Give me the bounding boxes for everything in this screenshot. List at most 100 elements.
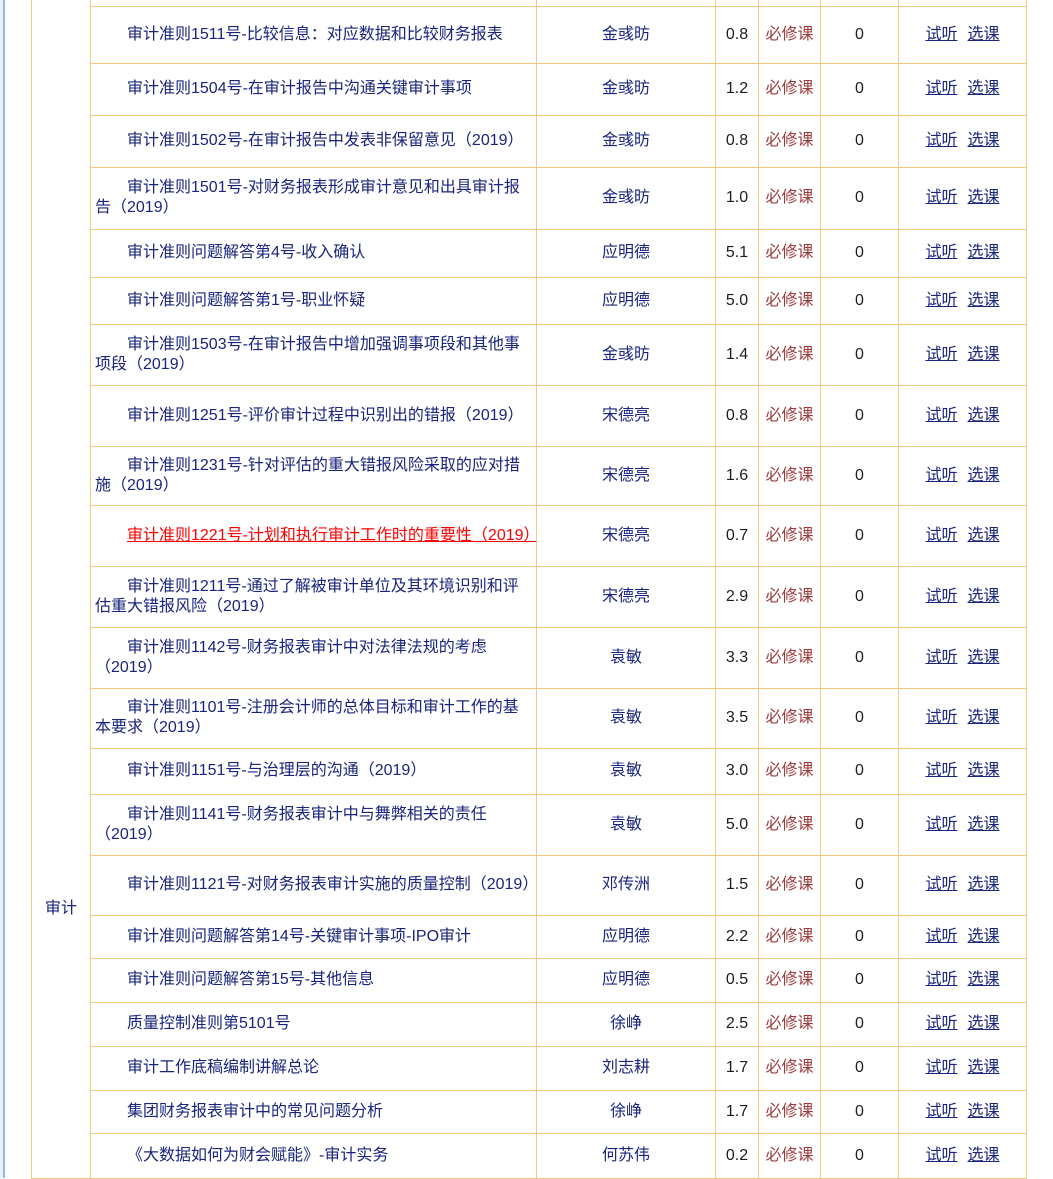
select-course-link[interactable]: 选课 [967,406,1000,424]
course-name-cell: 审计准则1503号-在审计报告中增加强调事项段和其他事项段（2019） [90,323,537,386]
select-course-link[interactable]: 选课 [967,1146,1000,1164]
trial-listen-link[interactable]: 试听 [925,189,958,206]
trial-listen-link[interactable]: 试听 [925,709,958,726]
select-course-link[interactable]: 选课 [967,526,1000,544]
instructor-cell: 宋德亮 [536,504,716,567]
course-name-cell: 审计准则问题解答第14号-关键审计事项-IPO审计 [90,914,537,959]
selected-count-cell: 0 [820,166,899,230]
selected-count-cell: 0 [820,854,899,916]
credit-hours-cell: 2.9 [715,565,759,628]
selected-count-cell: 0 [820,687,899,749]
actions-cell: 试听 选课 [898,504,1027,567]
trial-listen-link[interactable]: 试听 [925,132,958,149]
course-name-link[interactable]: 审计准则1221号-计划和执行审计工作时的重要性（2019） [90,504,537,567]
trial-listen-link[interactable]: 试听 [925,345,958,363]
course-row: 审计准则1231号-针对评估的重大错报风险采取的应对措施（2019） 宋德亮 1.6… [32,445,1027,506]
instructor-cell: 徐峥 [536,1089,716,1134]
trial-listen-link[interactable]: 试听 [925,25,958,43]
course-row: 审计准则1251号-评价审计过程中识别出的错报（2019） 宋德亮 0.8 必修课 0 试… [32,384,1027,447]
instructor-cell: 应明德 [536,276,716,325]
course-row: 审计准则问题解答第15号-其他信息 应明德 0.5 必修课 0 试听 选课 [32,957,1027,1003]
trial-listen-link[interactable]: 试听 [925,1059,958,1076]
course-row: 审计准则1221号-计划和执行审计工作时的重要性（2019） 宋德亮 0.7 必修课 0… [32,504,1027,567]
trial-listen-link[interactable]: 试听 [925,762,958,779]
course-row: 集团财务报表审计中的常见问题分析 徐峥 1.7 必修课 0 试听 选课 [32,1089,1027,1134]
select-course-link[interactable]: 选课 [967,587,1000,605]
actions-cell: 试听 选课 [898,114,1027,168]
select-course-link[interactable]: 选课 [967,971,1000,988]
select-course-link[interactable]: 选课 [967,25,1000,43]
trial-listen-link[interactable]: 试听 [925,971,958,988]
trial-listen-link[interactable]: 试听 [925,1102,958,1120]
select-course-link[interactable]: 选课 [967,1015,1000,1032]
select-course-link[interactable]: 选课 [967,132,1000,149]
course-type-cell: 必修课 [758,276,821,325]
trial-listen-link[interactable]: 试听 [925,1146,958,1164]
actions-cell: 试听 选课 [898,914,1027,959]
course-type-cell: 必修课 [758,114,821,168]
credit-hours-cell: 1.0 [715,166,759,230]
select-course-link[interactable]: 选课 [967,345,1000,363]
trial-listen-link[interactable]: 试听 [925,466,958,484]
course-type-cell: 必修课 [758,1132,821,1179]
trial-listen-link[interactable]: 试听 [925,927,958,945]
course-name-cell: 审计准则1121号-对财务报表审计实施的质量控制（2019） [90,854,537,916]
trial-listen-link[interactable]: 试听 [925,406,958,424]
course-row: 审计准则1502号-在审计报告中发表非保留意见（2019） 金彧昉 0.8 必修课 0 试… [32,114,1027,168]
course-name-cell: 审计准则1502号-在审计报告中发表非保留意见（2019） [90,114,537,168]
trial-listen-link[interactable]: 试听 [925,244,958,261]
trial-listen-link[interactable]: 试听 [925,80,958,97]
selected-count-cell: 0 [820,626,899,689]
actions-cell: 试听 选课 [898,323,1027,386]
actions-cell: 试听 选课 [898,276,1027,325]
course-name-cell: 审计准则问题解答第15号-其他信息 [90,957,537,1003]
select-course-link[interactable]: 选课 [967,1102,1000,1120]
select-course-link[interactable]: 选课 [967,80,1000,97]
select-course-link[interactable]: 选课 [967,189,1000,206]
selected-count-cell: 0 [820,445,899,506]
select-course-link[interactable]: 选课 [967,762,1000,779]
instructor-cell: 应明德 [536,228,716,278]
course-type-cell: 必修课 [758,626,821,689]
selected-count-cell: 0 [820,565,899,628]
course-name-cell: 审计准则1211号-通过了解被审计单位及其环境识别和评估重大错报风险（2019） [90,565,537,628]
actions-cell: 试听 选课 [898,62,1027,116]
selected-count-cell: 0 [820,957,899,1003]
credit-hours-cell: 3.3 [715,626,759,689]
trial-listen-link[interactable]: 试听 [925,1015,958,1032]
trial-listen-link[interactable]: 试听 [925,876,958,893]
select-course-link[interactable]: 选课 [967,648,1000,666]
instructor-cell: 宋德亮 [536,384,716,447]
trial-listen-link[interactable]: 试听 [925,648,958,666]
instructor-cell: 何苏伟 [536,1132,716,1179]
trial-listen-link[interactable]: 试听 [925,526,958,544]
instructor-cell: 邓传洲 [536,854,716,916]
trial-listen-link[interactable]: 试听 [925,587,958,605]
select-course-link[interactable]: 选课 [967,466,1000,484]
select-course-link[interactable]: 选课 [967,1059,1000,1076]
trial-listen-link[interactable]: 试听 [925,291,958,309]
course-type-cell: 必修课 [758,565,821,628]
select-course-link[interactable]: 选课 [967,876,1000,893]
trial-listen-link[interactable]: 试听 [925,815,958,833]
course-type-cell: 必修课 [758,1089,821,1134]
course-row: 审计准则1211号-通过了解被审计单位及其环境识别和评估重大错报风险（2019）… [32,565,1027,628]
credit-hours-cell: 3.5 [715,687,759,749]
selected-count-cell: 0 [820,5,899,64]
course-name-cell: 审计准则1231号-针对评估的重大错报风险采取的应对措施（2019） [90,445,537,506]
select-course-link[interactable]: 选课 [967,927,1000,945]
credit-hours-cell: 2.5 [715,1001,759,1047]
course-name-cell: 审计准则1141号-财务报表审计中与舞弊相关的责任（2019） [90,793,537,856]
select-course-link[interactable]: 选课 [967,709,1000,726]
select-course-link[interactable]: 选课 [967,291,1000,309]
credit-hours-cell: 0.8 [715,384,759,447]
actions-cell: 试听 选课 [898,1001,1027,1047]
select-course-link[interactable]: 选课 [967,244,1000,261]
selected-count-cell: 0 [820,747,899,795]
actions-cell: 试听 选课 [898,1089,1027,1134]
instructor-cell: 宋德亮 [536,565,716,628]
course-table: 审计 审计准则1511号-比较信息：对应数据和比较财务报表 金彧昉 0.8 必修课 0 试听… [31,0,1027,1179]
select-course-link[interactable]: 选课 [967,815,1000,833]
course-row: 审计工作底稿编制讲解总论 刘志耕 1.7 必修课 0 试听 选课 [32,1045,1027,1091]
instructor-cell: 金彧昉 [536,323,716,386]
